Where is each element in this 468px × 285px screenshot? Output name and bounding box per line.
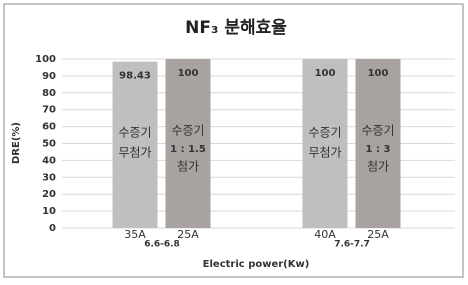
y-axis-label: DRE(%) [11, 122, 22, 164]
y-tick-label: 40 [42, 155, 56, 166]
x-tick-label: 25A [177, 228, 199, 241]
group-label: 6.6-6.8 [144, 240, 180, 250]
bar-text: 무첨가 [308, 146, 341, 160]
x-tick-label: 25A [367, 228, 389, 241]
bar-text: 수증기 [118, 126, 151, 140]
bar-text: 수증기 [308, 126, 341, 140]
value-label: 98.43 [119, 71, 151, 82]
bar [355, 59, 401, 228]
bar [165, 59, 211, 228]
y-tick-label: 90 [42, 71, 56, 82]
y-tick-label: 50 [42, 139, 56, 150]
bar [302, 59, 348, 228]
bar-text: 첨가 [367, 160, 389, 174]
bar-text: 첨가 [177, 160, 199, 174]
x-tick-label: 40A [314, 228, 336, 241]
x-tick-label: 35A [124, 228, 146, 241]
value-label: 100 [178, 68, 199, 79]
y-tick-label: 60 [42, 122, 56, 133]
y-tick-label: 30 [42, 172, 56, 183]
bar [112, 61, 158, 228]
y-tick-label: 100 [35, 54, 56, 65]
chart-title: NF₃ 분해효율 [185, 18, 287, 38]
value-label: 100 [315, 68, 336, 79]
y-tick-label: 80 [42, 88, 56, 99]
y-tick-label: 70 [42, 105, 56, 116]
bar-text: 1 : 1.5 [170, 144, 206, 155]
bar-text: 1 : 3 [366, 144, 391, 155]
x-axis-label: Electric power(Kw) [203, 259, 310, 270]
y-tick-label: 10 [42, 206, 56, 217]
y-tick-label: 0 [49, 223, 56, 234]
group-label: 7.6-7.7 [334, 240, 370, 250]
bar-text: 수증기 [171, 124, 204, 138]
value-label: 100 [368, 68, 389, 79]
bar-text: 수증기 [361, 124, 394, 138]
bar-text: 무첨가 [118, 146, 151, 160]
y-tick-label: 20 [42, 189, 56, 200]
